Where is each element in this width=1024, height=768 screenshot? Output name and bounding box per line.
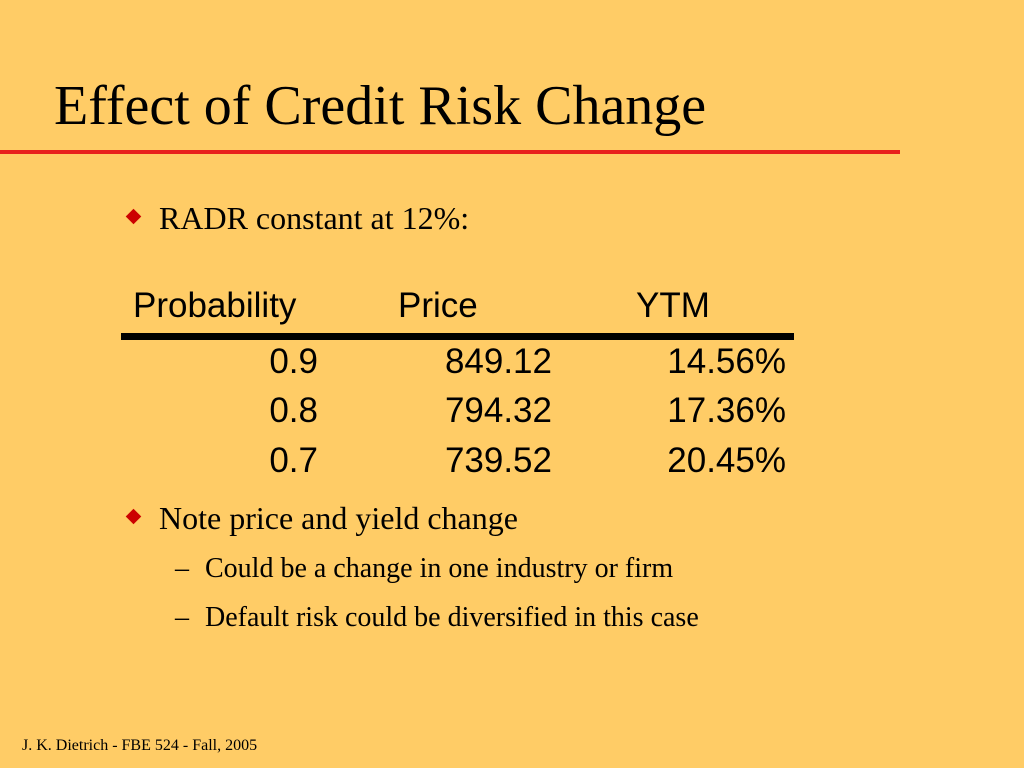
table-cell: 739.52 bbox=[444, 441, 552, 480]
sub-bullet-text: Default risk could be diversified in thi… bbox=[205, 602, 699, 633]
table-header-ytm: YTM bbox=[636, 286, 710, 325]
table-cell: 20.45% bbox=[667, 441, 786, 480]
bullet-diamond-icon bbox=[125, 208, 142, 225]
slide-footer: J. K. Dietrich - FBE 524 - Fall, 2005 bbox=[22, 737, 258, 754]
bullet-text: RADR constant at 12%: bbox=[159, 200, 470, 236]
table-cell: 849.12 bbox=[444, 342, 552, 381]
slide-title: Effect of Credit Risk Change bbox=[54, 75, 707, 137]
table-cell: 17.36% bbox=[667, 391, 786, 430]
table-cell: 0.9 bbox=[269, 342, 318, 381]
table-header-rule bbox=[121, 333, 794, 340]
bullet-diamond-icon bbox=[125, 508, 142, 525]
title-underline bbox=[0, 150, 900, 154]
bullet-text: Note price and yield change bbox=[159, 500, 518, 536]
table-header-probability: Probability bbox=[133, 286, 297, 325]
sub-bullet-dash: – bbox=[175, 553, 189, 584]
sub-bullet-text: Could be a change in one industry or fir… bbox=[205, 553, 674, 584]
table-cell: 14.56% bbox=[667, 342, 786, 381]
table-cell: 0.8 bbox=[269, 391, 318, 430]
sub-bullet-dash: – bbox=[175, 602, 189, 633]
table-header-price: Price bbox=[398, 286, 478, 325]
table-cell: 0.7 bbox=[269, 441, 318, 480]
table-cell: 794.32 bbox=[444, 391, 552, 430]
